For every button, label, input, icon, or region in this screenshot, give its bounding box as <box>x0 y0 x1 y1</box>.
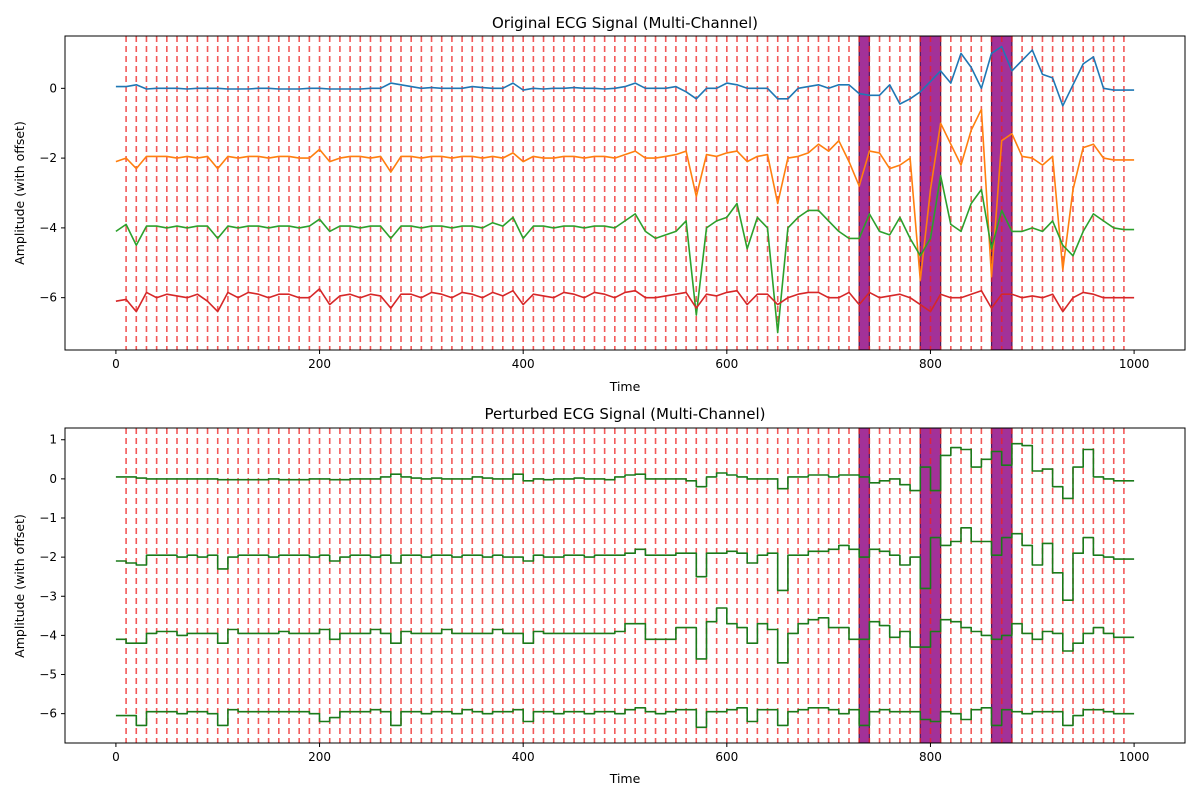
perturbed-ecg-panel: Perturbed ECG Signal (Multi-Channel) Tim… <box>12 405 1186 786</box>
highlighted-segment <box>858 428 870 743</box>
y-tick-label: −6 <box>39 707 57 721</box>
y-tick-label: −1 <box>39 511 57 525</box>
x-tick-label: 1000 <box>1119 357 1150 371</box>
y-tick-label: −5 <box>39 668 57 682</box>
x-tick-label: 800 <box>919 357 942 371</box>
series-line-channel-3 <box>115 174 1135 334</box>
series-line-channel-4 <box>115 288 1135 313</box>
y-tick-label: 1 <box>49 433 57 447</box>
chart-title: Original ECG Signal (Multi-Channel) <box>492 14 758 32</box>
series-line-channel-1 <box>115 45 1135 107</box>
y-tick-label: −2 <box>39 550 57 564</box>
axes-frame <box>64 35 1186 351</box>
y-tick-label: −6 <box>39 291 57 305</box>
plot-background <box>65 36 1185 350</box>
x-axis-label: Time <box>609 771 641 786</box>
chart-title: Perturbed ECG Signal (Multi-Channel) <box>484 405 765 423</box>
x-tick-label: 0 <box>112 750 120 764</box>
series-line-channel-2 <box>115 108 1135 281</box>
highlighted-segment <box>990 428 1013 743</box>
y-tick-label: −2 <box>39 151 57 165</box>
y-tick-label: 0 <box>49 472 57 486</box>
y-tick-label: −4 <box>39 221 57 235</box>
x-tick-label: 600 <box>715 357 738 371</box>
x-tick-label: 800 <box>919 750 942 764</box>
x-tick-label: 1000 <box>1119 750 1150 764</box>
y-axis-label: Amplitude (with offset) <box>12 514 27 658</box>
x-tick-label: 600 <box>715 750 738 764</box>
highlighted-segment <box>990 36 1013 350</box>
x-tick-label: 400 <box>512 357 535 371</box>
x-axis-label: Time <box>609 379 641 394</box>
series-line-channel-3 <box>115 607 1135 664</box>
series-line-channel-4 <box>115 707 1135 729</box>
axes-frame <box>64 427 1186 744</box>
y-tick-label: −4 <box>39 628 57 642</box>
y-axis-label: Amplitude (with offset) <box>12 121 27 265</box>
plot-area <box>115 428 1135 743</box>
highlighted-segment <box>858 36 870 350</box>
x-tick-label: 200 <box>308 357 331 371</box>
y-tick-label: 0 <box>49 81 57 95</box>
x-tick-label: 0 <box>112 357 120 371</box>
series-line-channel-2 <box>115 527 1135 601</box>
plot-area <box>115 36 1135 350</box>
original-ecg-panel: Original ECG Signal (Multi-Channel) Time… <box>12 14 1186 394</box>
y-tick-label: −3 <box>39 589 57 603</box>
series-line-channel-1 <box>115 442 1135 500</box>
x-tick-label: 200 <box>308 750 331 764</box>
x-tick-label: 400 <box>512 750 535 764</box>
